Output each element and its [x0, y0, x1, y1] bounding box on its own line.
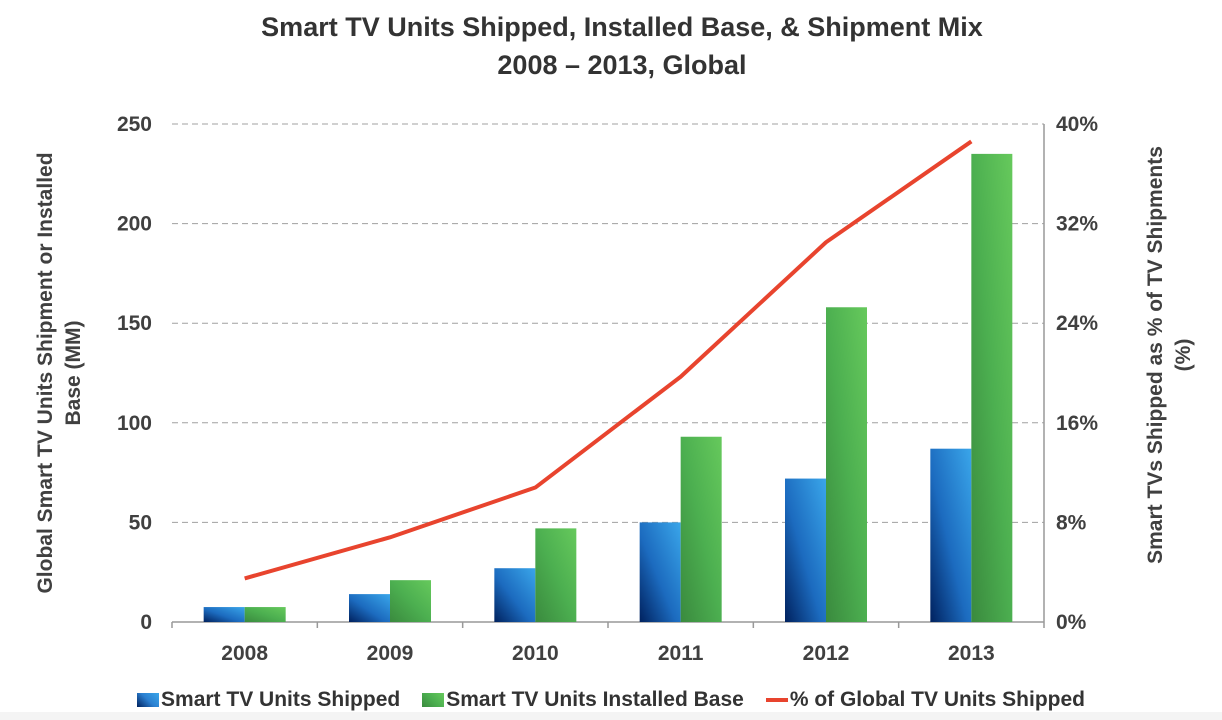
- y-axis-left-label-line2: Base (MM): [62, 320, 85, 425]
- x-tick-label: 2009: [367, 642, 414, 665]
- legend-item-shipped: Smart TV Units Shipped: [137, 688, 400, 712]
- bar-units-shipped: [639, 522, 681, 622]
- chart-title: Smart TV Units Shipped, Installed Base, …: [261, 12, 983, 42]
- bar-installed-base: [971, 153, 1013, 622]
- legend-item-installed-base: Smart TV Units Installed Base: [422, 688, 744, 712]
- legend-label: Smart TV Units Installed Base: [446, 688, 744, 711]
- y-right-tick-label: 8%: [1056, 511, 1087, 534]
- x-tick-label: 2013: [948, 642, 995, 665]
- y-right-tick-label: 0%: [1056, 611, 1087, 634]
- x-tick-label: 2010: [512, 642, 559, 665]
- y-axis-right-label-line2: (%): [1172, 339, 1195, 372]
- legend-item-percent: % of Global TV Units Shipped: [765, 688, 1085, 712]
- x-tick-label: 2011: [658, 642, 704, 665]
- bar-installed-base: [535, 528, 577, 622]
- bar-units-shipped: [203, 607, 245, 622]
- bar-installed-base: [680, 436, 722, 622]
- y-right-tick-label: 32%: [1056, 213, 1098, 236]
- y-left-tick-label: 100: [117, 412, 152, 435]
- y-right-tick-label: 40%: [1056, 113, 1098, 136]
- legend: Smart TV Units Shipped Smart TV Units In…: [0, 688, 1222, 712]
- legend-label: Smart TV Units Shipped: [161, 688, 401, 711]
- line-percent-shipped: [244, 139, 973, 581]
- bar-units-shipped: [930, 448, 972, 622]
- y-left-tick-label: 250: [117, 113, 152, 136]
- bar-units-shipped: [349, 594, 390, 622]
- y-left-tick-label: 0: [140, 611, 152, 634]
- x-tick-label: 2008: [221, 642, 268, 665]
- bar-installed-base: [244, 607, 286, 622]
- y-axis-left-label-line1: Global Smart TV Units Shipment or Instal…: [34, 152, 57, 593]
- y-left-tick-label: 150: [117, 312, 152, 335]
- legend-swatch-line: [765, 698, 788, 702]
- legend-swatch-green: [422, 693, 445, 707]
- footer-strip: [0, 712, 1222, 720]
- y-left-tick-label: 200: [117, 213, 152, 236]
- bar-installed-base: [826, 307, 867, 622]
- chart-subtitle: 2008 – 2013, Global: [497, 50, 747, 80]
- bar-units-shipped: [494, 568, 536, 622]
- legend-label: % of Global TV Units Shipped: [789, 688, 1085, 711]
- x-tick-label: 2012: [803, 642, 850, 665]
- y-axis-right-label-line1: Smart TVs Shipped as % of TV Shipments: [1144, 146, 1167, 564]
- y-right-tick-label: 24%: [1056, 312, 1098, 335]
- bar-installed-base: [390, 580, 431, 622]
- y-right-tick-label: 16%: [1056, 412, 1098, 435]
- y-left-tick-label: 50: [129, 511, 152, 534]
- bar-units-shipped: [785, 478, 826, 622]
- legend-swatch-blue: [137, 693, 160, 707]
